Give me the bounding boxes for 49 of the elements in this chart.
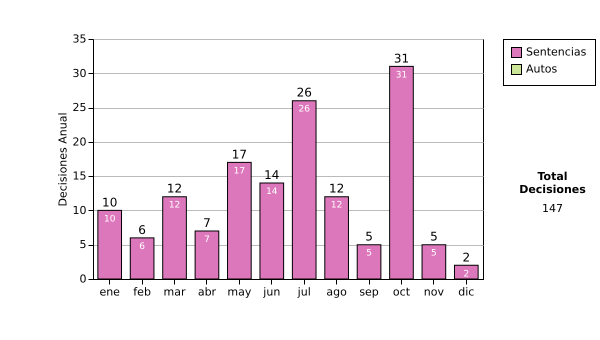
- total-label: 14: [264, 168, 280, 182]
- total-label: 12: [166, 182, 182, 196]
- y-tick-label: 0: [80, 272, 86, 286]
- y-tick-label: 15: [72, 170, 86, 183]
- legend-label: Autos: [526, 62, 558, 76]
- x-tick-label: may: [227, 286, 252, 298]
- y-tick-label: 35: [72, 32, 86, 46]
- total-label: 5: [365, 230, 373, 244]
- total-label: 12: [328, 182, 344, 196]
- data-label: 7: [204, 235, 210, 245]
- total-label: 2: [462, 250, 470, 264]
- x-tick-label: ago: [326, 286, 348, 298]
- x-tick-label: sep: [359, 286, 379, 298]
- x-tick-label: jun: [262, 286, 280, 298]
- data-label: 5: [366, 248, 372, 259]
- text: Total Decisiones: [518, 170, 587, 196]
- data-label: 31: [396, 70, 408, 80]
- x-tick-label: feb: [133, 286, 151, 298]
- x-tick-label: ene: [99, 286, 120, 298]
- total-label: 10: [102, 195, 118, 210]
- data-label: 14: [266, 187, 278, 197]
- data-label: 12: [168, 200, 180, 211]
- total-label: 17: [232, 147, 248, 162]
- text: 147: [541, 202, 564, 215]
- x-tick-label: oct: [392, 286, 411, 298]
- legend-label: Sentencias: [526, 46, 587, 58]
- total-label: 5: [430, 230, 438, 244]
- data-label: 2: [463, 269, 470, 280]
- y-tick-label: 20: [72, 135, 86, 148]
- x-tick-label: nov: [424, 286, 444, 298]
- x-tick-label: jul: [296, 286, 311, 298]
- x-tick-label: abr: [198, 286, 217, 298]
- y-axis-title: Decisiones Anual: [56, 112, 70, 207]
- y-tick-label: 10: [72, 204, 86, 217]
- total-label: 31: [394, 51, 410, 66]
- data-label: 6: [139, 242, 146, 252]
- data-label: 17: [234, 166, 246, 176]
- total-label: 26: [296, 86, 312, 100]
- data-label: 26: [298, 104, 310, 115]
- data-label: 10: [104, 214, 116, 224]
- y-tick-label: 5: [80, 238, 86, 252]
- data-label: 5: [431, 248, 437, 259]
- total-label: 7: [203, 216, 211, 230]
- total-label: 6: [138, 222, 146, 237]
- y-tick-label: 30: [72, 66, 86, 80]
- x-tick-label: mar: [164, 286, 186, 298]
- data-label: 12: [330, 200, 342, 211]
- x-tick-label: dic: [458, 286, 474, 298]
- y-tick-label: 25: [72, 101, 86, 114]
